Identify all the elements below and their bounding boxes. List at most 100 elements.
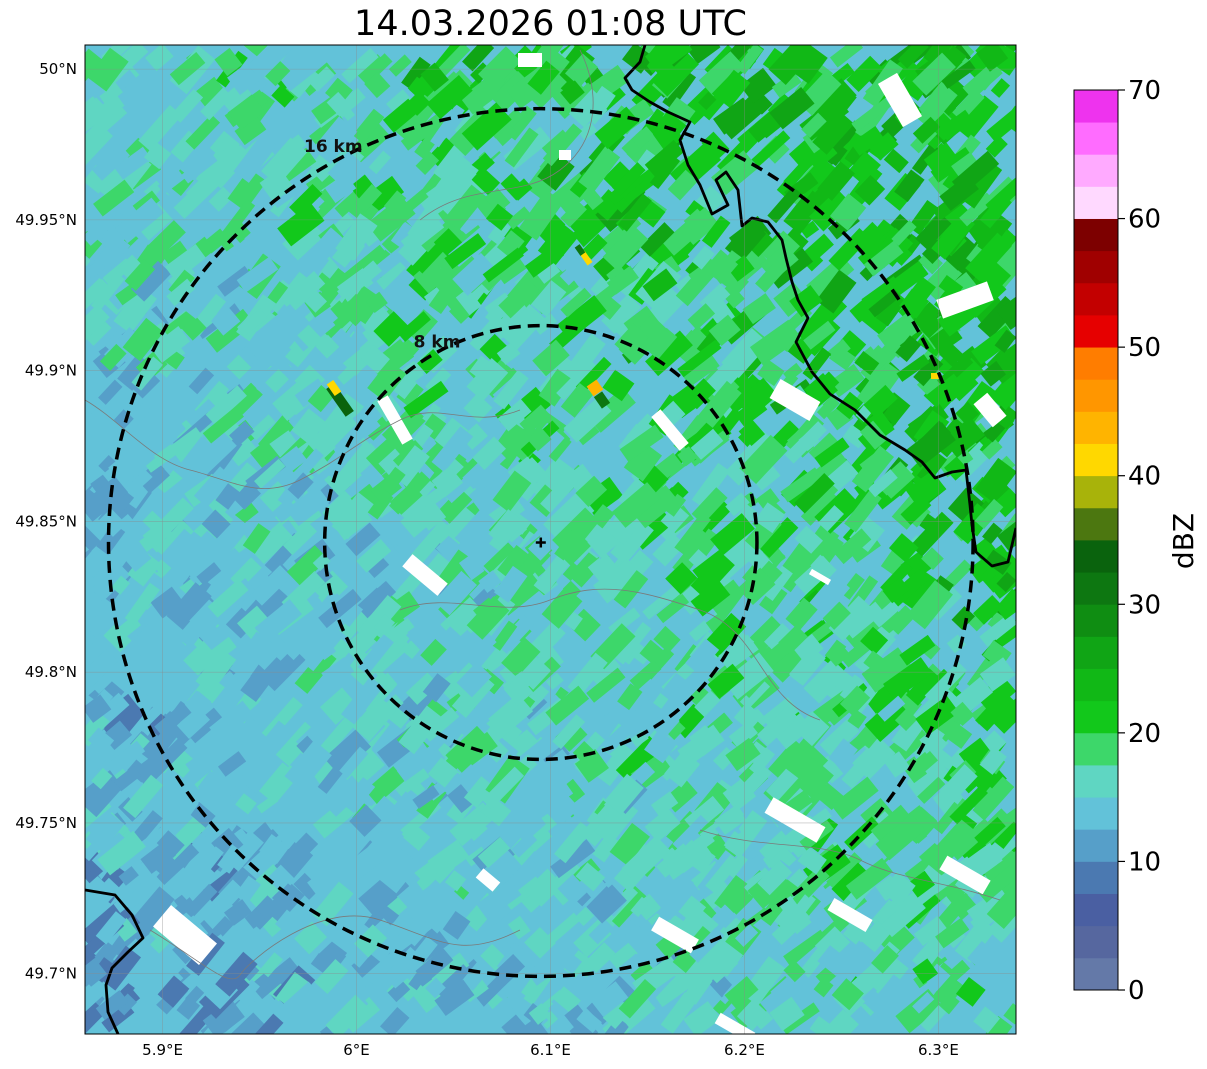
- reflectivity-bin: [503, 675, 534, 706]
- reflectivity-bin: [827, 339, 851, 362]
- reflectivity-bin: [564, 53, 598, 87]
- reflectivity-bin: [437, 487, 473, 524]
- reflectivity-bin: [454, 508, 496, 551]
- reflectivity-bin: [790, 45, 828, 84]
- reflectivity-bin: [951, 606, 976, 630]
- reflectivity-bin: [768, 45, 817, 86]
- reflectivity-bin: [831, 776, 879, 820]
- reflectivity-bin: [185, 114, 221, 150]
- reflectivity-bin: [254, 458, 286, 489]
- reflectivity-bin: [264, 883, 303, 923]
- reflectivity-bin: [578, 121, 598, 141]
- reflectivity-bin: [318, 588, 362, 629]
- reflectivity-bin: [422, 707, 460, 742]
- reflectivity-bin: [605, 514, 637, 545]
- reflectivity-bin: [396, 379, 424, 408]
- reflectivity-bin: [619, 424, 664, 462]
- river-line: [399, 588, 821, 721]
- colorbar-segment: [1074, 315, 1118, 348]
- reflectivity-bin: [424, 367, 452, 395]
- reflectivity-bin: [690, 428, 724, 460]
- reflectivity-bin: [275, 52, 317, 92]
- reflectivity-bin: [601, 293, 642, 334]
- reflectivity-bin: [977, 215, 1013, 255]
- reflectivity-bin: [553, 986, 581, 1014]
- reflectivity-bin: [711, 150, 759, 196]
- range-ring-label: 8 km: [414, 332, 461, 352]
- reflectivity-bin: [802, 347, 832, 380]
- reflectivity-bin: [117, 254, 145, 281]
- reflectivity-bin: [324, 458, 362, 497]
- reflectivity-bin: [939, 174, 979, 211]
- reflectivity-bin: [357, 634, 394, 676]
- reflectivity-bin: [525, 868, 564, 907]
- reflectivity-bin: [846, 55, 883, 92]
- reflectivity-bin: [99, 87, 125, 115]
- reflectivity-bin: [496, 230, 525, 259]
- reflectivity-bin: [164, 244, 210, 286]
- reflectivity-bin: [85, 476, 129, 522]
- strong-echo: [574, 244, 586, 256]
- reflectivity-bin: [778, 624, 808, 655]
- reflectivity-bin: [341, 48, 379, 84]
- range-ring-label: 16 km: [304, 137, 363, 157]
- reflectivity-bin: [962, 61, 1003, 100]
- reflectivity-bin: [293, 872, 321, 900]
- reflectivity-bin: [610, 517, 654, 565]
- map-area[interactable]: 8 km 16 km: [63, 25, 1037, 1057]
- reflectivity-bin: [233, 133, 277, 183]
- colorbar-segment: [1074, 925, 1118, 959]
- reflectivity-bin: [828, 363, 865, 398]
- reflectivity-bin: [352, 696, 396, 742]
- lon-tick-label: 6°E: [343, 1041, 370, 1059]
- reflectivity-bin: [85, 389, 102, 414]
- reflectivity-bin: [678, 348, 720, 387]
- reflectivity-bin: [973, 786, 1000, 815]
- reflectivity-bin: [871, 598, 903, 628]
- colorbar-segment: [1074, 282, 1118, 316]
- reflectivity-bin: [906, 422, 956, 468]
- reflectivity-bin: [157, 975, 190, 1008]
- reflectivity-bin: [692, 549, 726, 579]
- reflectivity-bin: [93, 179, 135, 217]
- reflectivity-bin: [723, 830, 747, 855]
- reflectivity-bin: [604, 773, 644, 815]
- colorbar-segment: [1074, 636, 1118, 669]
- reflectivity-bin: [224, 547, 244, 568]
- reflectivity-bin: [955, 977, 986, 1007]
- reflectivity-bin: [653, 625, 681, 654]
- reflectivity-bin: [280, 711, 314, 746]
- reflectivity-bin: [116, 647, 142, 673]
- reflectivity-bin: [644, 807, 681, 843]
- reflectivity-bin: [344, 905, 376, 938]
- reflectivity-bin: [736, 999, 769, 1031]
- reflectivity-bin: [414, 233, 454, 274]
- reflectivity-bin: [434, 979, 475, 1016]
- reflectivity-bin: [495, 125, 518, 147]
- reflectivity-bin: [532, 339, 570, 377]
- colorbar-tick-label: 40: [1128, 462, 1161, 492]
- reflectivity-bin: [152, 685, 182, 713]
- reflectivity-bin: [538, 368, 574, 407]
- reflectivity-bin: [868, 288, 901, 318]
- reflectivity-bin: [797, 846, 827, 875]
- reflectivity-bin: [415, 947, 454, 984]
- colorbar-segment: [1074, 829, 1118, 862]
- reflectivity-bin: [618, 979, 657, 1019]
- reflectivity-bin: [789, 646, 826, 686]
- reflectivity-bin: [560, 383, 594, 418]
- reflectivity-bin: [320, 780, 357, 817]
- reflectivity-bin: [985, 135, 1008, 158]
- reflectivity-bin: [410, 519, 452, 565]
- reflectivity-bin: [713, 97, 755, 135]
- reflectivity-bin: [976, 674, 1016, 714]
- reflectivity-bin: [229, 420, 255, 446]
- reflectivity-bin: [348, 633, 377, 661]
- reflectivity-bin: [397, 311, 431, 342]
- reflectivity-bin: [789, 284, 823, 318]
- colorbar-segment: [1074, 347, 1118, 380]
- reflectivity-bin: [623, 441, 663, 482]
- reflectivity-bin: [142, 467, 170, 494]
- colorbar: 0 10 20 30 40 50 60 70 dBZ: [1073, 76, 1200, 1006]
- reflectivity-bin: [563, 396, 612, 443]
